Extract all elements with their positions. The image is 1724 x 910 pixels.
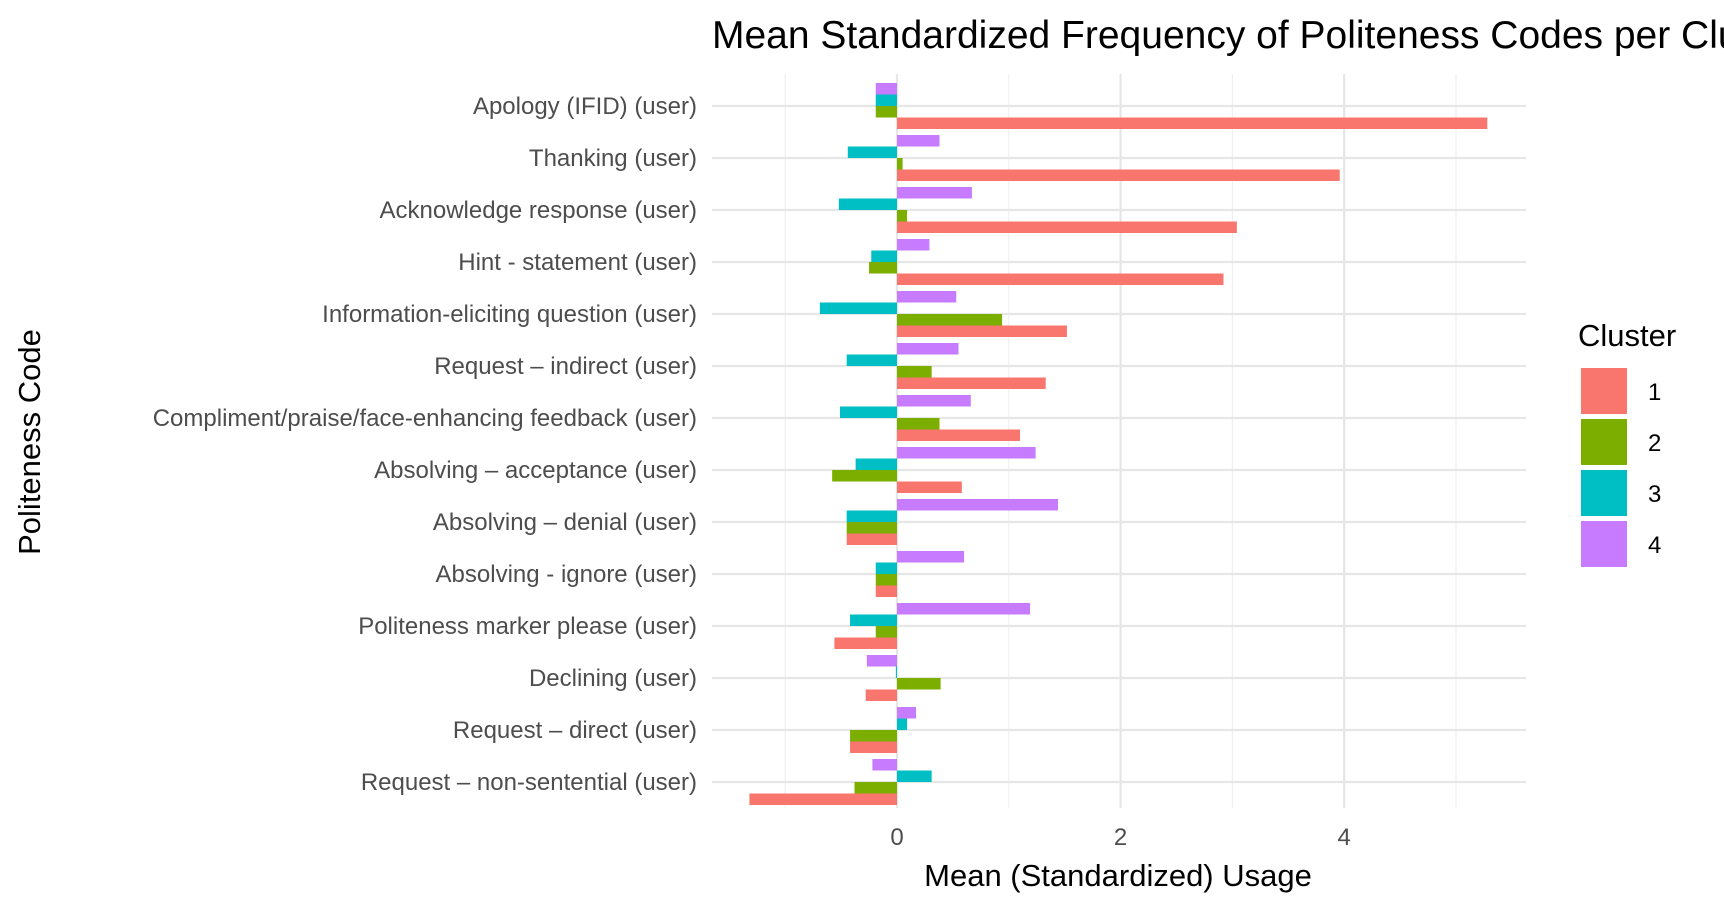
bar-cluster-1 xyxy=(897,117,1488,129)
bar-cluster-4 xyxy=(897,187,972,199)
legend-swatch-1 xyxy=(1581,368,1627,414)
bar-cluster-3 xyxy=(847,146,897,158)
bar-cluster-3 xyxy=(897,718,908,730)
bar-cluster-4 xyxy=(897,343,959,355)
legend: Cluster 1 2 3 4 xyxy=(1578,318,1676,567)
bar-cluster-3 xyxy=(895,666,897,678)
y-tick-label: Declining (user) xyxy=(529,665,697,692)
bar-cluster-2 xyxy=(897,210,908,222)
bar-cluster-3 xyxy=(855,458,897,470)
bar-cluster-2 xyxy=(875,574,897,586)
bar-cluster-4 xyxy=(897,239,930,251)
bar-cluster-2 xyxy=(897,678,941,690)
legend-label: 1 xyxy=(1648,379,1661,406)
bar-cluster-4 xyxy=(875,83,897,95)
bar-cluster-4 xyxy=(897,135,940,147)
legend-label: 3 xyxy=(1648,481,1661,508)
bar-cluster-2 xyxy=(869,262,897,274)
x-tick-label: 0 xyxy=(890,824,903,851)
bar-cluster-3 xyxy=(875,94,897,106)
y-tick-label: Politeness marker please (user) xyxy=(358,613,697,640)
y-tick-label: Request – non-sentential (user) xyxy=(361,769,697,796)
bar-cluster-4 xyxy=(897,291,957,303)
bar-cluster-1 xyxy=(865,689,897,701)
x-tick-label: 2 xyxy=(1114,824,1127,851)
y-tick-label: Absolving – acceptance (user) xyxy=(374,457,697,484)
legend-swatch-4 xyxy=(1581,521,1627,567)
x-tick-label: 4 xyxy=(1338,824,1351,851)
y-tick-label: Compliment/praise/face-enhancing feedbac… xyxy=(153,405,697,432)
x-axis-title: Mean (Standardized) Usage xyxy=(924,858,1312,893)
bar-cluster-2 xyxy=(897,418,940,430)
bar-cluster-1 xyxy=(846,533,897,545)
chart-title: Mean Standardized Frequency of Politenes… xyxy=(712,14,1724,57)
bar-cluster-4 xyxy=(897,551,965,563)
bar-cluster-3 xyxy=(871,250,897,262)
y-tick-label: Acknowledge response (user) xyxy=(380,197,698,224)
bar-cluster-2 xyxy=(875,106,897,118)
bar-cluster-4 xyxy=(897,395,971,407)
bar-cluster-4 xyxy=(866,655,897,667)
legend-items: 1 2 3 4 xyxy=(1581,368,1661,567)
y-tick-label: Thanking (user) xyxy=(529,145,697,172)
y-tick-label: Hint - statement (user) xyxy=(458,249,697,276)
bar-cluster-1 xyxy=(897,481,962,493)
bar-cluster-1 xyxy=(897,169,1340,181)
y-tick-label: Absolving - ignore (user) xyxy=(436,561,697,588)
bar-cluster-1 xyxy=(850,741,897,753)
legend-swatch-3 xyxy=(1581,470,1627,516)
bar-cluster-3 xyxy=(846,510,897,522)
bar-cluster-3 xyxy=(839,406,897,418)
bar-cluster-2 xyxy=(854,782,897,794)
bar-cluster-3 xyxy=(819,302,897,314)
bar-cluster-1 xyxy=(897,429,1020,441)
gridlines xyxy=(712,74,1526,808)
bar-cluster-2 xyxy=(850,730,897,742)
bar-cluster-1 xyxy=(897,325,1067,337)
bar-cluster-4 xyxy=(897,499,1058,511)
legend-label: 2 xyxy=(1648,430,1661,457)
legend-swatch-2 xyxy=(1581,419,1627,465)
bar-cluster-4 xyxy=(897,707,917,719)
bar-cluster-3 xyxy=(838,198,897,210)
bar-cluster-1 xyxy=(749,793,897,805)
legend-label: 4 xyxy=(1648,532,1661,559)
bar-cluster-4 xyxy=(897,603,1031,615)
x-tick-labels: 0 2 4 xyxy=(890,824,1351,851)
bar-cluster-2 xyxy=(846,522,897,534)
bar-cluster-4 xyxy=(897,447,1036,459)
y-axis-title: Politeness Code xyxy=(12,329,47,555)
bar-cluster-3 xyxy=(850,614,897,626)
bar-cluster-2 xyxy=(897,314,1003,326)
bar-cluster-2 xyxy=(832,470,897,482)
bar-cluster-1 xyxy=(897,221,1237,233)
y-tick-label: Information-eliciting question (user) xyxy=(322,301,697,328)
bar-cluster-3 xyxy=(875,562,897,574)
y-tick-label: Request – indirect (user) xyxy=(434,353,697,380)
y-tick-label: Apology (IFID) (user) xyxy=(473,93,697,120)
bars xyxy=(749,83,1488,805)
y-tick-label: Request – direct (user) xyxy=(453,717,697,744)
bar-cluster-1 xyxy=(834,637,897,649)
y-tick-label: Absolving – denial (user) xyxy=(433,509,697,536)
bar-cluster-1 xyxy=(875,585,897,597)
bar-cluster-1 xyxy=(897,273,1224,285)
bar-cluster-3 xyxy=(897,770,932,782)
bar-cluster-3 xyxy=(846,354,897,366)
bar-cluster-4 xyxy=(872,759,897,771)
legend-title: Cluster xyxy=(1578,318,1676,353)
y-tick-labels: Apology (IFID) (user) Thanking (user) Ackn… xyxy=(153,93,697,796)
bar-cluster-1 xyxy=(897,377,1046,389)
bar-cluster-2 xyxy=(897,366,932,378)
bar-cluster-2 xyxy=(897,158,903,170)
bar-cluster-2 xyxy=(875,626,897,638)
